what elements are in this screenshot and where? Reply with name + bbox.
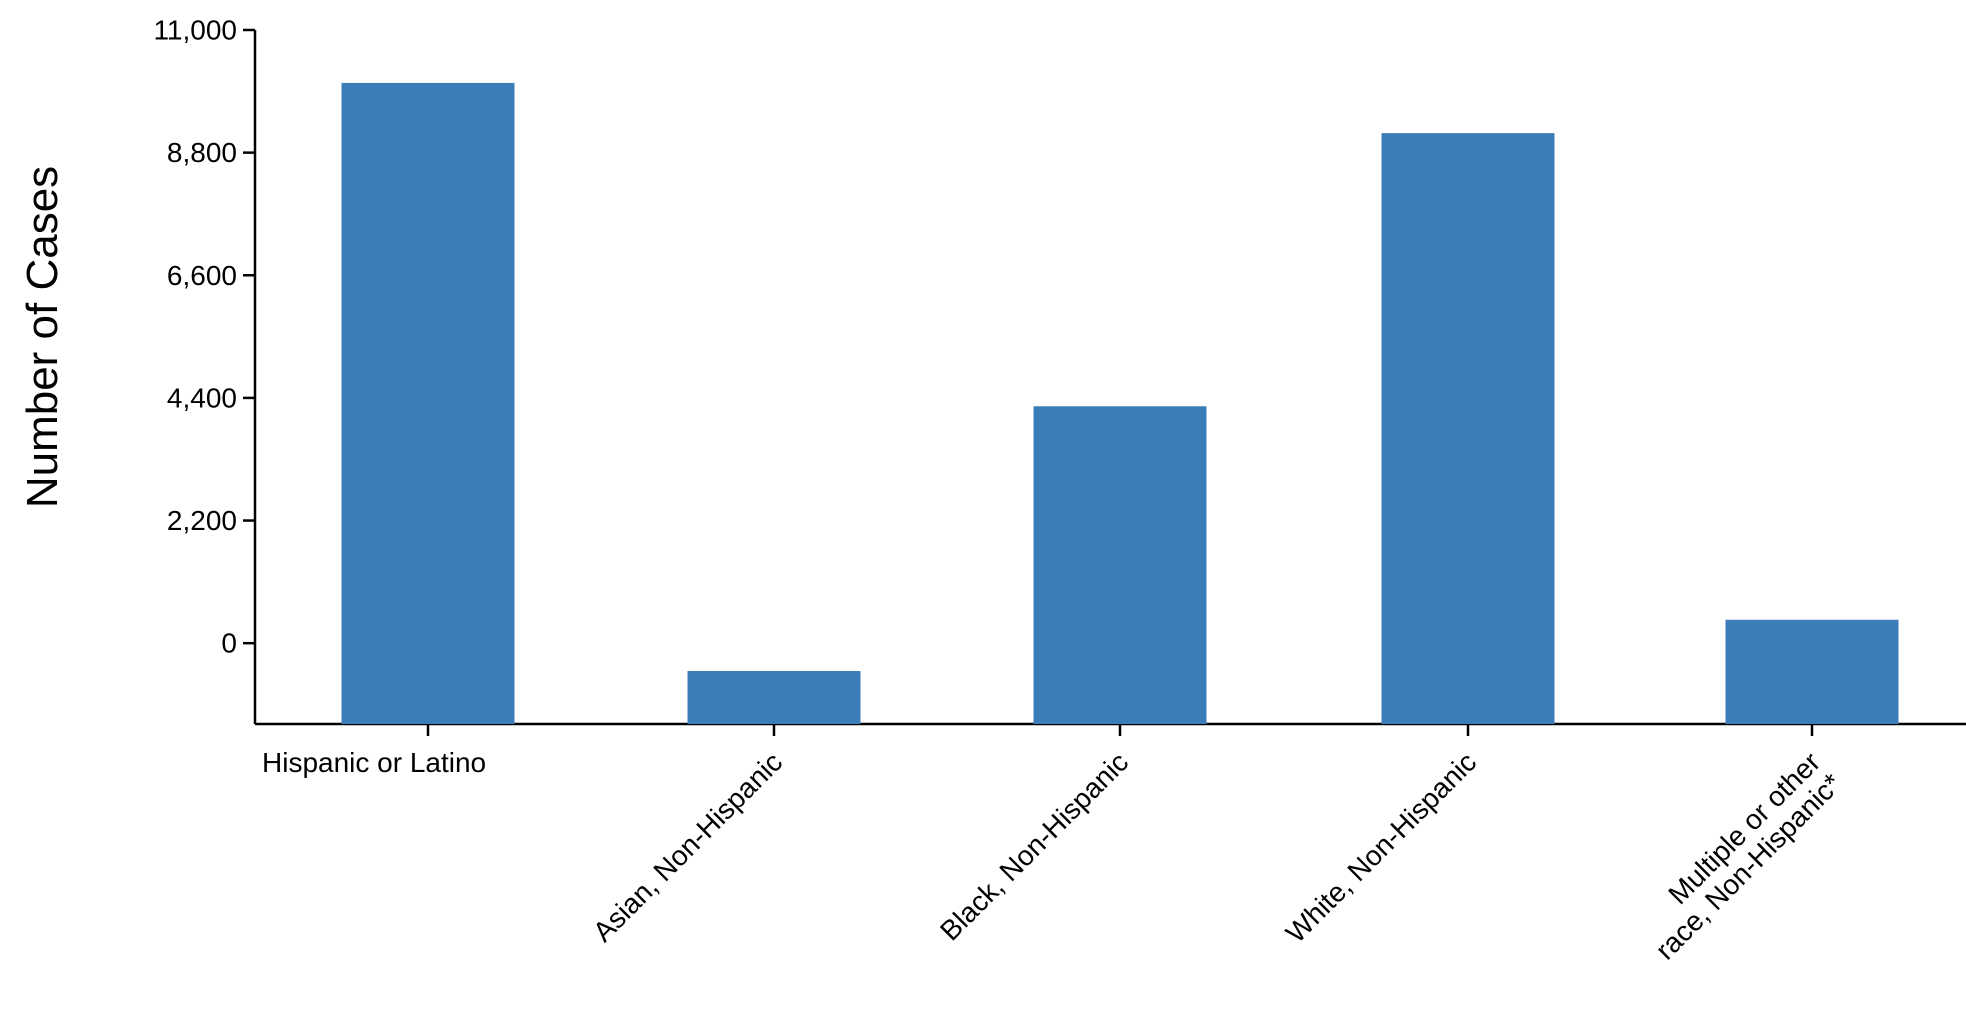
y-tick-label: 0	[221, 628, 237, 659]
y-axis-ticks: 0 2,200 4,400 6,600 8,800 11,000	[153, 15, 255, 659]
bar	[687, 671, 861, 724]
x-tick-label: Multiple or otherrace, Non-Hispanic*	[1628, 746, 1847, 965]
y-tick-label: 2,200	[167, 505, 237, 536]
x-tick-label: White, Non-Hispanic	[1280, 746, 1482, 948]
bars-group	[341, 82, 1899, 725]
y-tick-label: 4,400	[167, 382, 237, 413]
x-tick-label-line: Black, Non-Hispanic	[934, 746, 1134, 946]
y-tick-label: 6,600	[167, 260, 237, 291]
x-axis-ticks: Hispanic or Latino Asian, Non-Hispanic Bla…	[262, 724, 1848, 966]
x-tick-label-line: White, Non-Hispanic	[1280, 746, 1482, 948]
bar	[1033, 406, 1207, 724]
y-tick-label: 11,000	[153, 15, 237, 46]
x-tick-label: Asian, Non-Hispanic	[587, 746, 788, 947]
x-tick-label-line: race, Non-Hispanic*	[1649, 767, 1847, 965]
y-tick-label: 8,800	[167, 137, 237, 168]
x-tick-label-line: Asian, Non-Hispanic	[587, 746, 788, 947]
bar	[1381, 133, 1555, 724]
x-tick-label: Hispanic or Latino	[262, 747, 486, 778]
bar	[341, 82, 515, 725]
bar	[1725, 619, 1899, 724]
y-axis-title: Number of Cases	[18, 166, 67, 508]
x-tick-label: Black, Non-Hispanic	[934, 746, 1134, 946]
